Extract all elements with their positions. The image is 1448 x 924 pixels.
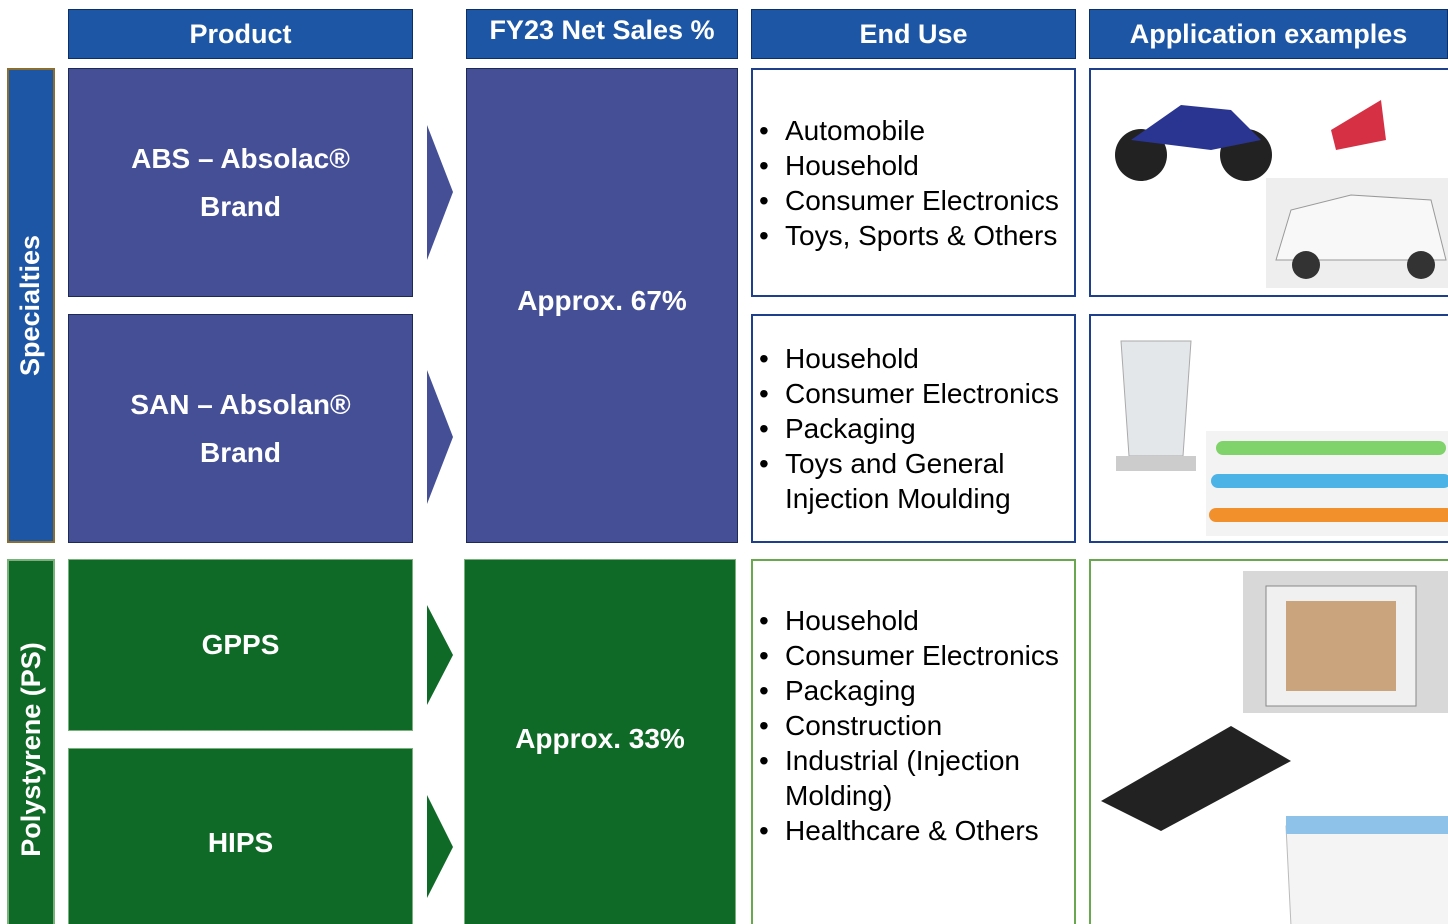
share: Approx. 67% [466, 68, 738, 543]
end-use-item: Household [759, 603, 1074, 638]
end-use-items: HouseholdConsumer ElectronicsPackagingTo… [753, 341, 1074, 516]
product: GPPS [68, 559, 413, 731]
end-use-items: AutomobileHouseholdConsumer ElectronicsT… [753, 113, 1059, 253]
end-use-item: Industrial (Injection Molding) [759, 743, 1074, 813]
end-use-item: Consumer Electronics [759, 376, 1074, 411]
end-use-item: Household [759, 148, 1059, 183]
product-name: SAN – Absolan® Brand [130, 388, 351, 468]
product: SAN – Absolan® Brand [68, 314, 413, 543]
group-label-text: Specialties [15, 234, 46, 377]
end-use-item: Consumer Electronics [759, 638, 1074, 673]
product-name: ABS – Absolac® Brand [131, 142, 350, 222]
end-use-items: HouseholdConsumer ElectronicsPackagingCo… [753, 603, 1074, 848]
share-text: Approx. 33% [515, 723, 685, 754]
end-use-item: Construction [759, 708, 1074, 743]
share-text: Approx. 67% [517, 284, 687, 316]
application-images [1089, 559, 1448, 924]
product-name: GPPS [201, 629, 280, 660]
end-use-list: AutomobileHouseholdConsumer ElectronicsT… [751, 68, 1076, 297]
header-end-use: End Use [751, 9, 1076, 59]
arrows [427, 125, 453, 898]
product: ABS – Absolac® Brand [68, 68, 413, 297]
product-name: HIPS [207, 827, 274, 858]
images [1101, 571, 1448, 924]
end-use-list: HouseholdConsumer ElectronicsPackagingTo… [751, 314, 1076, 543]
application-images [1089, 314, 1448, 543]
images [1115, 100, 1448, 288]
application-images [1089, 68, 1448, 297]
end-use-item: Consumer Electronics [759, 183, 1059, 218]
header-share: FY23 Net Sales % [466, 9, 738, 59]
product: HIPS [68, 748, 413, 924]
end-use-item: Healthcare & Others [759, 813, 1074, 848]
end-use-list: HouseholdConsumer ElectronicsPackagingCo… [751, 559, 1076, 924]
end-use-item: Packaging [759, 673, 1074, 708]
header-product: Product [68, 9, 413, 59]
group-label: Polystyrene (PS) [7, 559, 55, 924]
end-use-item: Packaging [759, 411, 1074, 446]
end-use-item: Toys and General Injection Moulding [759, 446, 1074, 516]
end-use-item: Household [759, 341, 1074, 376]
images [1116, 340, 1448, 536]
end-use-item: Automobile [759, 113, 1059, 148]
header-applications: Application examples [1089, 9, 1448, 59]
group-label: Specialties [7, 68, 55, 543]
end-use-item: Toys, Sports & Others [759, 218, 1059, 253]
group-label-text: Polystyrene (PS) [15, 641, 46, 857]
share: Approx. 33% [464, 559, 736, 924]
